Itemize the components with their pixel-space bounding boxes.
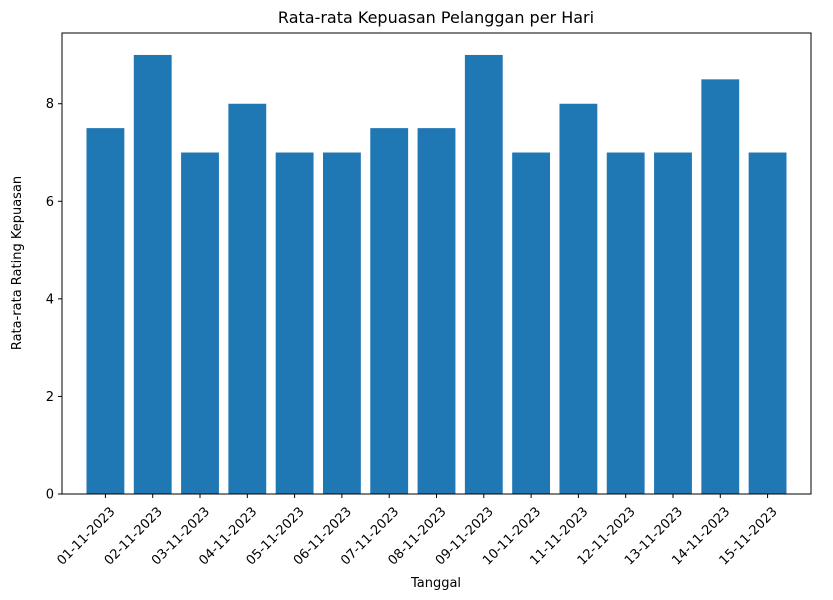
y-tick-label: 6 <box>46 195 54 210</box>
y-axis: 0 2 4 6 8 <box>46 97 62 503</box>
bar-02-11-2023 <box>133 54 172 494</box>
bar-13-11-2023 <box>654 152 692 494</box>
bar-04-11-2023 <box>228 103 267 495</box>
bar-06-11-2023 <box>322 152 361 494</box>
bar-01-11-2023 <box>86 128 125 494</box>
y-tick-label: 0 <box>46 488 54 503</box>
chart-title: Rata-rata Kepuasan Pelanggan per Hari <box>278 8 594 27</box>
bar-03-11-2023 <box>181 152 219 494</box>
bar-11-11-2023 <box>559 103 598 495</box>
bar-09-11-2023 <box>464 54 503 494</box>
bar-14-11-2023 <box>701 79 740 494</box>
x-axis: 01-11-202302-11-202303-11-202304-11-2023… <box>54 494 781 568</box>
bar-05-11-2023 <box>275 152 314 494</box>
bar-15-11-2023 <box>748 152 787 494</box>
bar-10-11-2023 <box>512 152 551 494</box>
bar-12-11-2023 <box>606 152 645 494</box>
y-tick-label: 8 <box>46 97 54 112</box>
bar-07-11-2023 <box>370 128 409 494</box>
y-tick-label: 4 <box>46 292 54 307</box>
bars-group <box>86 54 787 495</box>
plot-frame <box>61 32 812 495</box>
y-tick-label: 2 <box>46 390 54 405</box>
y-axis-label: Rata-rata Rating Kepuasan <box>10 176 25 350</box>
x-axis-label: Tanggal <box>410 576 461 591</box>
bar-08-11-2023 <box>417 128 456 494</box>
